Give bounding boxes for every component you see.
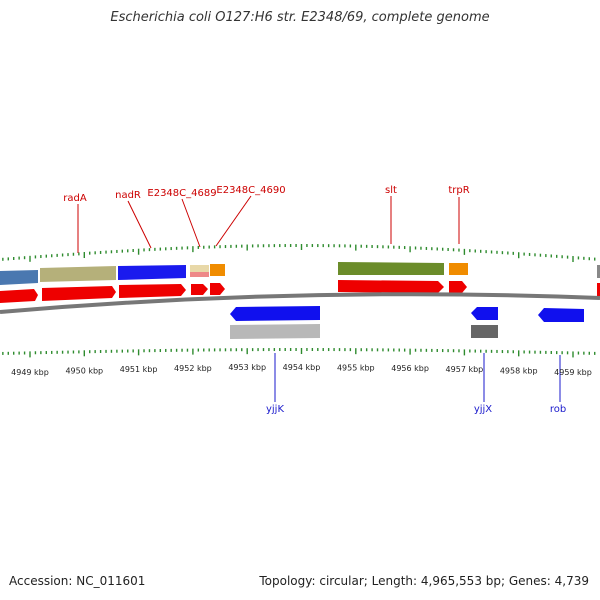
reverse-gene-yjjK[interactable] (230, 306, 320, 321)
gene-label-E2348C_4689[interactable]: E2348C_4689 (147, 188, 216, 199)
kbp-label: 4957 kbp (446, 365, 484, 374)
kbp-label: 4952 kbp (174, 364, 212, 373)
kbp-label: 4959 kbp (554, 368, 592, 377)
gene-block-trpR[interactable] (449, 263, 468, 275)
gene-label-yjjK[interactable]: yjjK (266, 404, 284, 415)
cds-arrow[interactable] (42, 286, 116, 301)
cds-arrow[interactable] (338, 280, 444, 293)
gene-block-E2348C_4690[interactable] (210, 264, 225, 276)
gene-label-E2348C_4690[interactable]: E2348C_4690 (216, 185, 285, 196)
kbp-label: 4951 kbp (120, 365, 158, 374)
gene-label-radA[interactable]: radA (63, 193, 87, 204)
gene-block-edge[interactable] (597, 265, 600, 278)
gene-block-E2348C_4689[interactable] (190, 265, 209, 272)
cds-arrow[interactable] (119, 284, 186, 298)
gene-block-nadR[interactable] (118, 265, 186, 280)
lower-tick-row (2, 348, 596, 358)
gene-block-radA[interactable] (40, 266, 116, 282)
kbp-label: 4950 kbp (65, 366, 103, 375)
upper-tick-row (2, 244, 596, 263)
reverse-feature-yjjX[interactable] (471, 325, 498, 338)
kbp-label: 4955 kbp (337, 363, 375, 372)
genome-summary-text: Topology: circular; Length: 4,965,553 bp… (259, 574, 589, 588)
cds-arrow[interactable] (191, 284, 208, 295)
kbp-label: 4958 kbp (500, 367, 538, 376)
kbp-label: 4954 kbp (283, 363, 321, 372)
genome-backbone (0, 292, 600, 314)
kbp-label: 4953 kbp (228, 363, 266, 372)
accession-text: Accession: NC_011601 (9, 574, 146, 588)
gene-block-bluegray[interactable] (0, 270, 38, 285)
gene-block-slt[interactable] (338, 262, 444, 275)
gene-block-E2348C_4689-b[interactable] (190, 272, 209, 277)
cds-arrow[interactable] (210, 283, 225, 295)
reverse-gene-yjjX[interactable] (471, 307, 498, 320)
reverse-feature-yjjK[interactable] (230, 324, 320, 339)
label-leader-lines (77, 195, 561, 402)
gene-label-slt[interactable]: slt (385, 185, 397, 196)
cds-arrow[interactable] (597, 283, 600, 296)
reverse-gene-rob[interactable] (538, 308, 584, 322)
cds-arrow[interactable] (449, 281, 467, 293)
gene-label-rob[interactable]: rob (550, 404, 566, 415)
gene-label-nadR[interactable]: nadR (115, 190, 141, 201)
cds-arrow[interactable] (0, 289, 38, 303)
gene-label-trpR[interactable]: trpR (448, 185, 469, 196)
kbp-label: 4956 kbp (391, 364, 429, 373)
gene-label-yjjX[interactable]: yjjX (474, 404, 492, 415)
map-title: Escherichia coli O127:H6 str. E2348/69, … (110, 10, 490, 25)
kbp-label: 4949 kbp (11, 368, 49, 377)
kbp-axis-labels: 4949 kbp 4950 kbp 4951 kbp 4952 kbp 4953 kbp… (11, 363, 592, 377)
